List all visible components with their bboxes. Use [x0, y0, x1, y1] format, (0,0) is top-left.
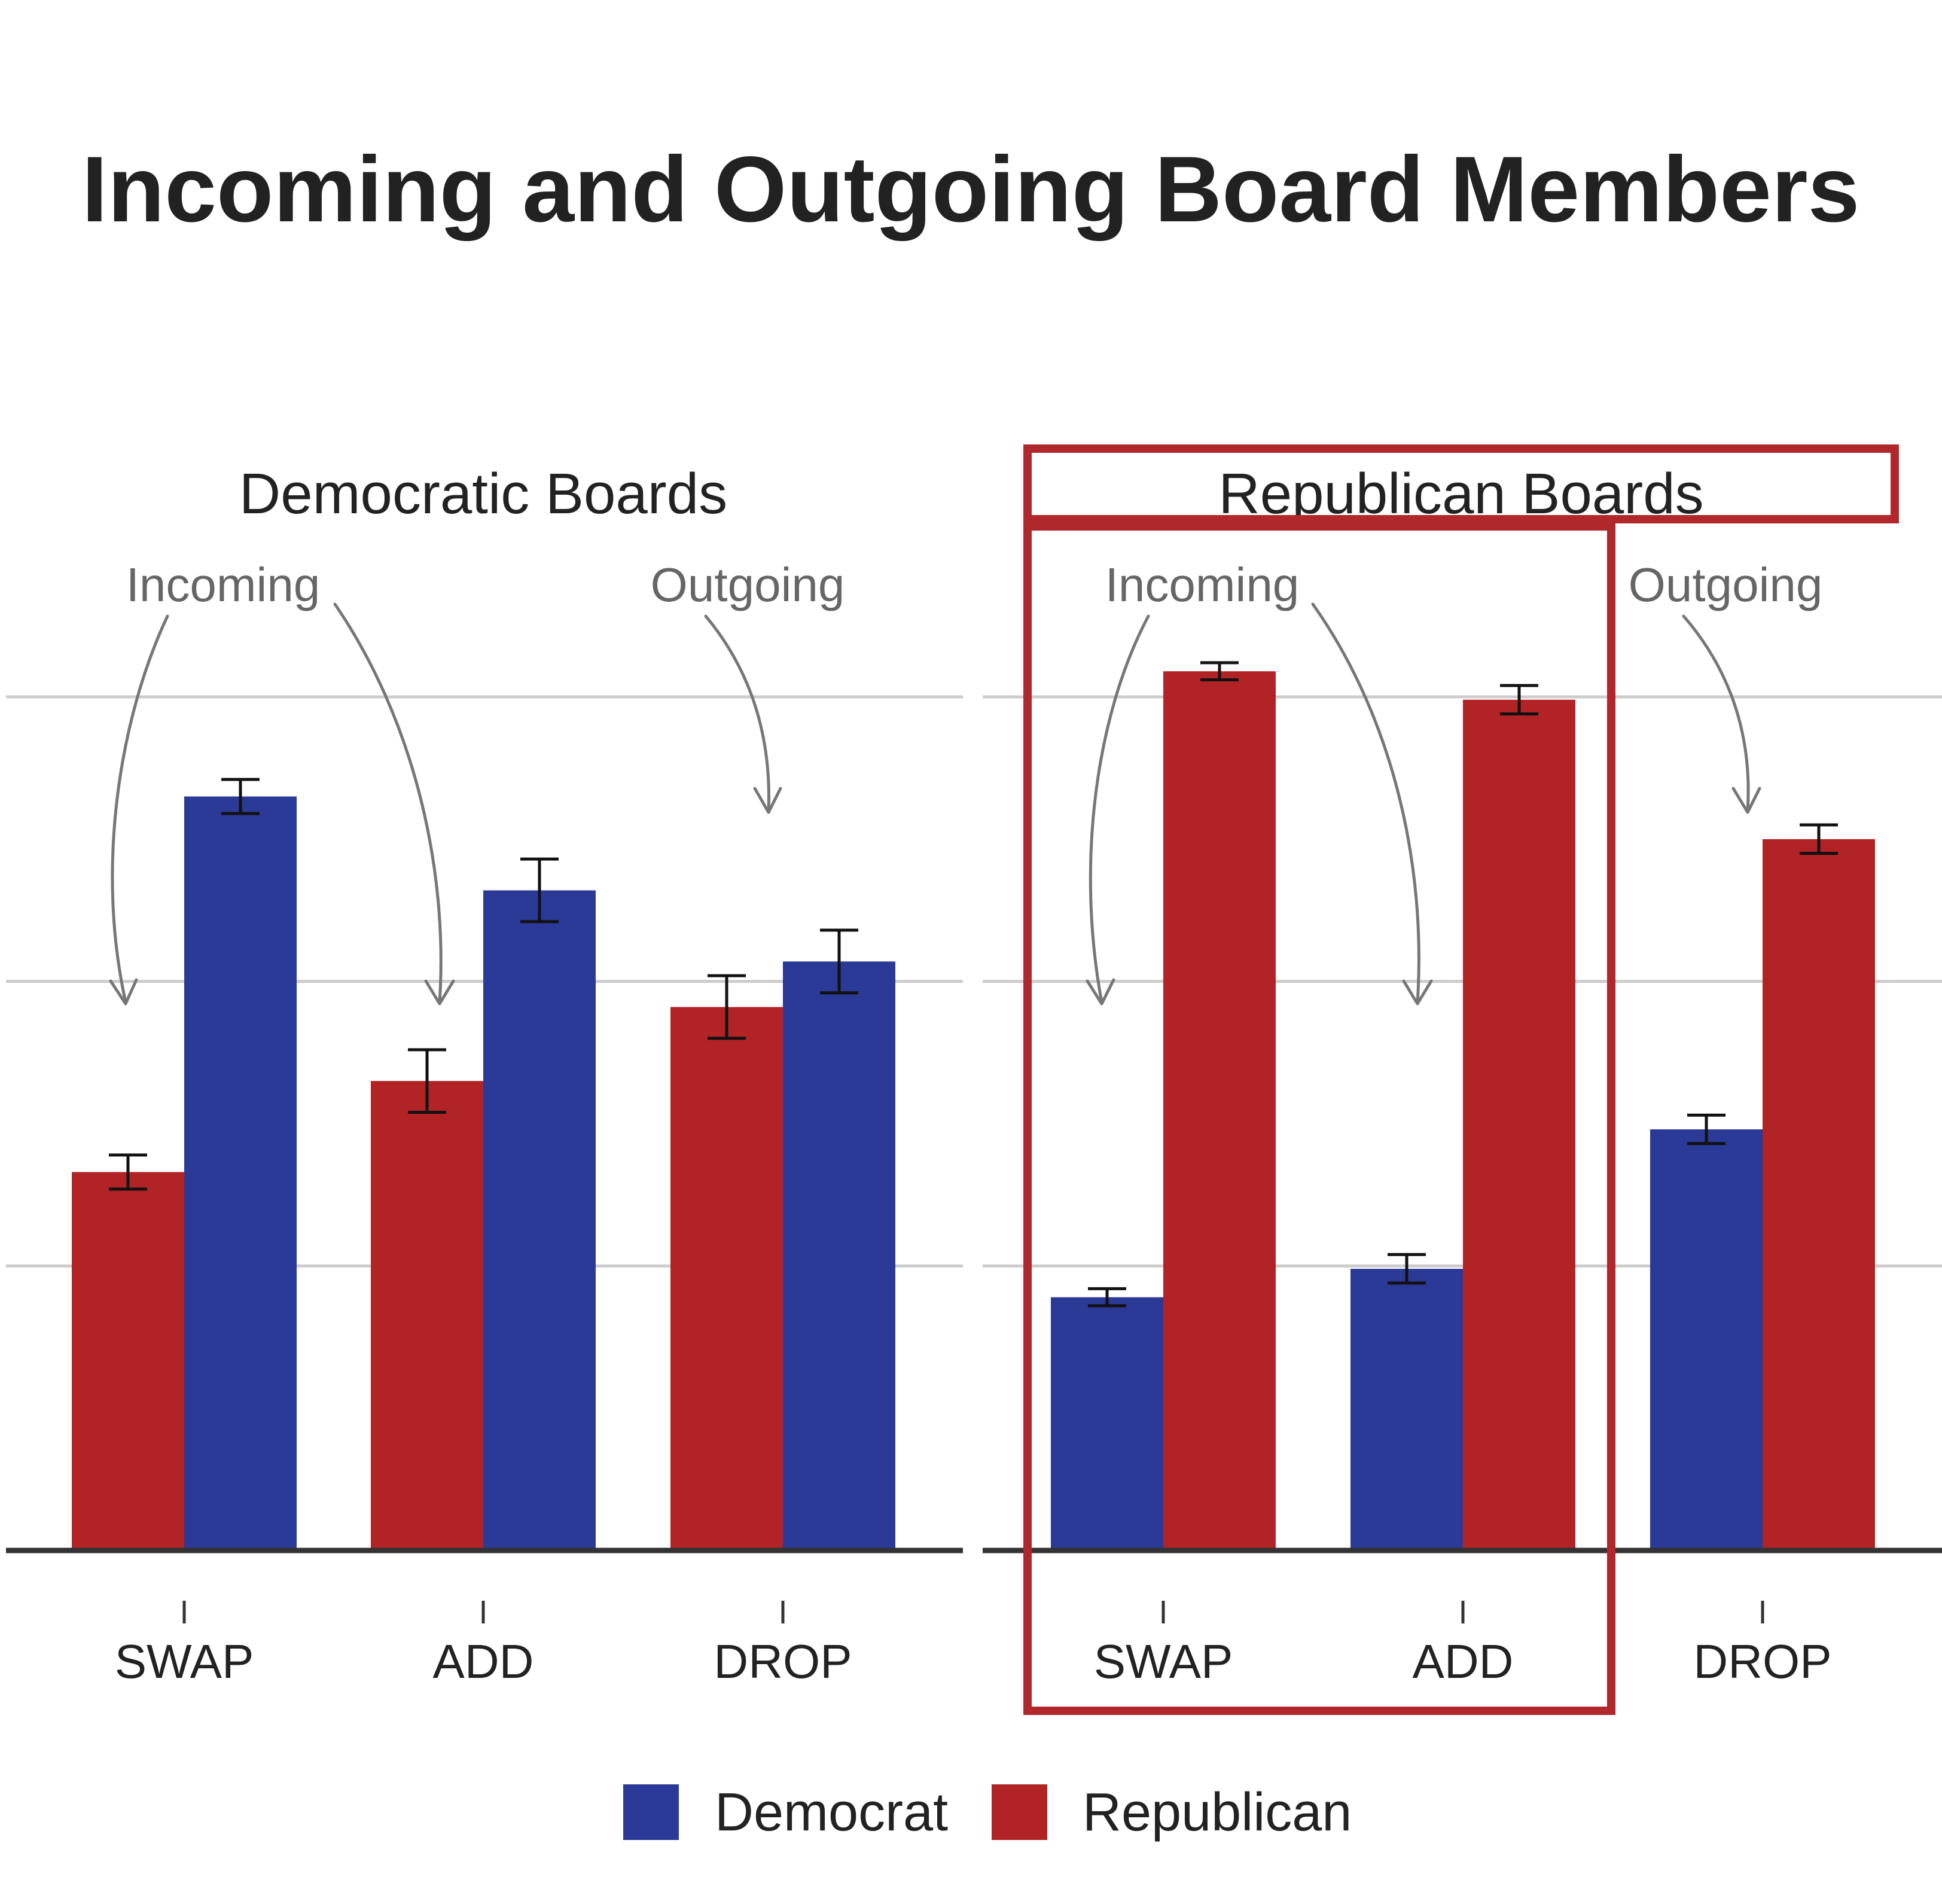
bar-democratic-add-republican: [371, 1081, 483, 1550]
arrow-outgoing-drop-democratic: [706, 616, 769, 811]
bar-republican-swap-republican: [1163, 671, 1276, 1550]
panel-republican: Republican Boards Incoming Outgoing SWAP…: [983, 462, 1942, 1688]
arrow-incoming-swap-republican: [1090, 616, 1148, 1002]
tick-label-republican-swap: SWAP: [1094, 1635, 1233, 1688]
annotation-incoming-democratic: Incoming: [126, 558, 321, 611]
legend-swatch-republican: [992, 1784, 1047, 1840]
bar-democratic-drop-republican: [670, 1007, 783, 1550]
annotation-outgoing-republican: Outgoing: [1629, 558, 1823, 611]
panel-title-democratic: Democratic Boards: [239, 462, 727, 526]
panel-democratic: Democratic Boards Incoming Outgoing SWAP…: [6, 462, 963, 1688]
bar-democratic-swap-democrat: [184, 796, 297, 1550]
bar-republican-add-democrat: [1350, 1269, 1463, 1550]
arrowhead-outgoing-drop-republican: [1733, 788, 1760, 812]
arrow-incoming-swap-democratic: [112, 616, 167, 1002]
annotation-outgoing-democratic: Outgoing: [651, 558, 845, 611]
chart-title: Incoming and Outgoing Board Members: [82, 138, 1860, 242]
tick-label-republican-drop: DROP: [1693, 1635, 1831, 1688]
arrow-incoming-add-democratic: [335, 604, 441, 1002]
legend-swatch-democrat: [623, 1784, 679, 1840]
tick-label-democratic-swap: SWAP: [115, 1635, 254, 1688]
legend-label-republican: Republican: [1083, 1783, 1352, 1842]
bar-democratic-drop-democrat: [783, 961, 895, 1550]
legend-label-democrat: Democrat: [715, 1783, 948, 1842]
arrow-outgoing-drop-republican: [1684, 616, 1748, 811]
annotation-incoming-republican: Incoming: [1105, 558, 1300, 611]
bar-republican-swap-democrat: [1051, 1297, 1163, 1550]
tick-label-democratic-add: ADD: [433, 1635, 534, 1688]
bar-republican-add-republican: [1463, 700, 1575, 1550]
bar-republican-drop-republican: [1763, 839, 1875, 1550]
tick-label-republican-add: ADD: [1413, 1635, 1514, 1688]
bar-republican-drop-democrat: [1650, 1129, 1763, 1550]
bar-democratic-add-democrat: [483, 890, 596, 1550]
arrow-incoming-add-republican: [1313, 604, 1419, 1002]
legend: Democrat Republican: [623, 1783, 1352, 1842]
bar-democratic-swap-republican: [72, 1172, 184, 1550]
tick-label-democratic-drop: DROP: [714, 1635, 852, 1688]
